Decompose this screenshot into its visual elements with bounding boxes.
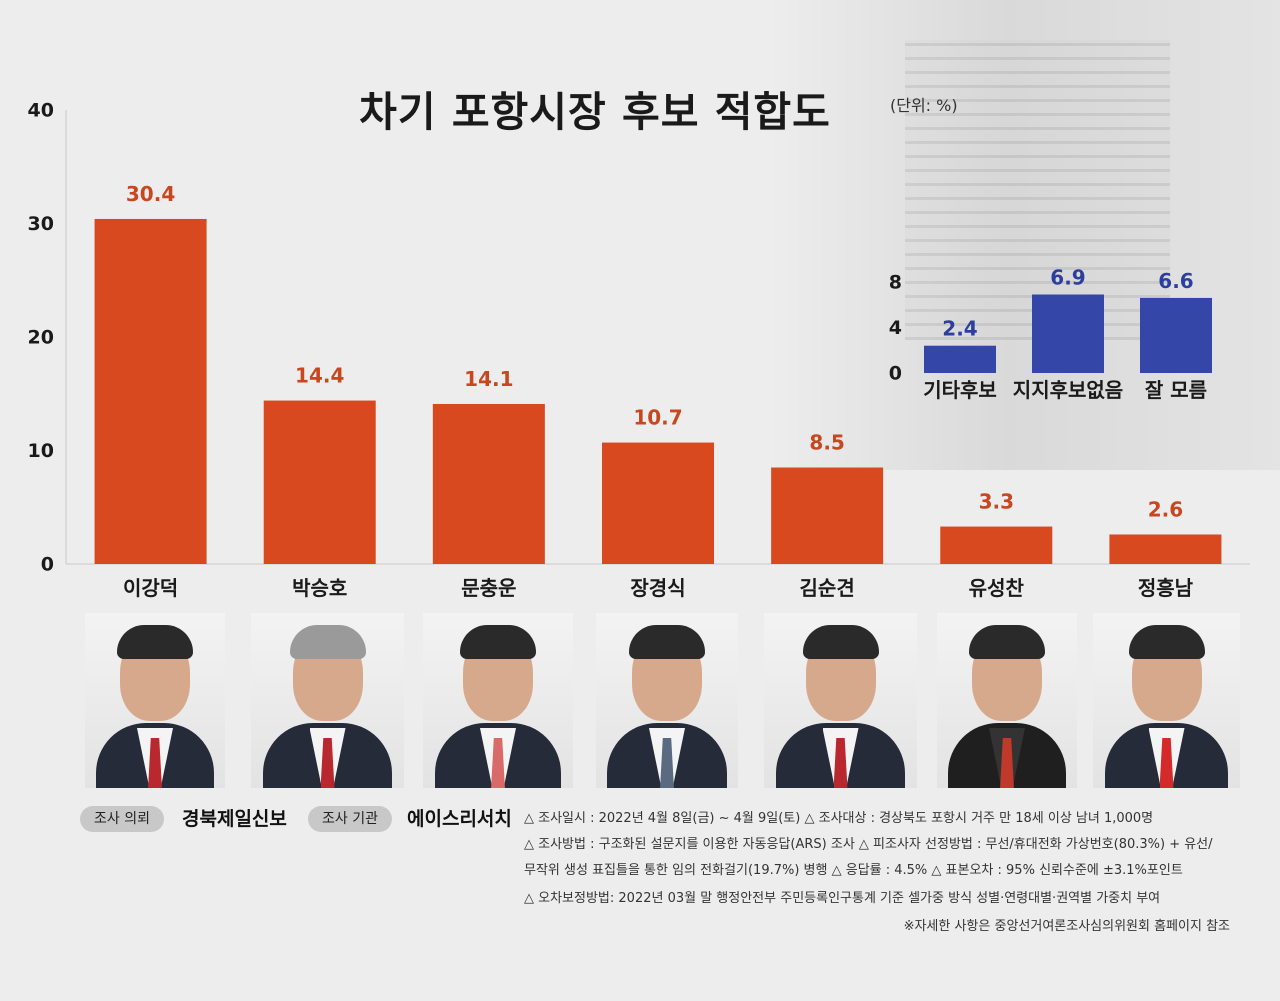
requester-label: 조사 의뢰: [80, 806, 164, 832]
inset-bar-chart: 0 4 8 2.4 기타후보 6.9 지지후보없음 6.6 잘 모름: [889, 266, 1212, 402]
agency-name: 에이스리서치: [407, 808, 512, 830]
candidate-photo-1: [85, 613, 225, 788]
main-bar-6: [1109, 534, 1222, 564]
main-bar-0: [94, 218, 207, 564]
candidate-photo-6: [937, 613, 1077, 788]
survey-note-3: 무작위 생성 표집틀을 통한 임의 전화걸기(19.7%) 병행 △ 응답률 :…: [524, 863, 1183, 878]
inset-bar-1: [1032, 294, 1104, 373]
survey-note-2: △ 조사방법 : 구조화된 설문지를 이용한 자동응답(ARS) 조사 △ 피조…: [524, 837, 1213, 852]
main-data-label-1: 14.4: [295, 364, 344, 388]
main-data-label-5: 3.3: [979, 490, 1014, 514]
main-y-tick-4: 40: [28, 100, 54, 122]
inset-data-label-2: 6.6: [1158, 269, 1193, 293]
city-hall-tower-image: [905, 40, 1170, 340]
inset-y-tick-1: 4: [889, 317, 902, 339]
requester-name: 경북제일신보: [182, 808, 287, 830]
main-bar-chart: 01020304030.4이강덕14.4박승호14.1문충운10.7장경식8.5…: [28, 100, 1250, 600]
main-data-label-0: 30.4: [126, 182, 175, 206]
candidate-photo-7: [1093, 613, 1240, 788]
main-category-0: 이강덕: [123, 576, 178, 600]
candidate-photo-3: [423, 613, 573, 788]
inset-y-tick-2: 8: [889, 272, 902, 294]
main-category-4: 김순견: [800, 576, 855, 600]
inset-data-label-1: 6.9: [1050, 266, 1085, 290]
survey-note-1: △ 조사일시 : 2022년 4월 8일(금) ~ 4월 9일(토) △ 조사대…: [524, 811, 1154, 826]
inset-category-2: 잘 모름: [1145, 378, 1207, 402]
main-bar-2: [432, 403, 545, 564]
inset-category-0: 기타후보: [923, 378, 997, 402]
main-y-tick-3: 30: [28, 213, 54, 235]
main-category-2: 문충운: [461, 576, 516, 600]
main-data-label-2: 14.1: [464, 367, 513, 391]
inset-bar-2: [1140, 297, 1212, 373]
main-y-tick-2: 20: [28, 327, 54, 349]
main-category-1: 박승호: [292, 576, 347, 600]
candidate-photo-4: [596, 613, 738, 788]
chart-title: 차기 포항시장 후보 적합도: [359, 88, 831, 136]
inset-data-label-0: 2.4: [942, 317, 977, 341]
main-bar-5: [940, 526, 1053, 564]
agency-label: 조사 기관: [308, 806, 392, 832]
main-data-label-4: 8.5: [809, 431, 844, 455]
inset-category-1: 지지후보없음: [1013, 378, 1123, 402]
main-bar-1: [263, 400, 376, 564]
unit-label: (단위: %): [890, 96, 958, 115]
main-data-label-3: 10.7: [633, 406, 682, 430]
main-bar-3: [602, 442, 714, 564]
main-y-tick-0: 0: [41, 554, 54, 576]
main-category-6: 정흥남: [1138, 576, 1194, 600]
city-hall-background: [600, 0, 1280, 470]
inset-bar-0: [924, 345, 996, 373]
main-category-3: 장경식: [630, 576, 685, 600]
candidate-photo-2: [251, 613, 404, 788]
main-data-label-6: 2.6: [1148, 497, 1183, 521]
candidate-photo-5: [764, 613, 917, 788]
main-bar-4: [771, 467, 884, 564]
survey-note-4: △ 오차보정방법: 2022년 03월 말 행정안전부 주민등록인구통계 기준 …: [524, 891, 1161, 906]
main-y-tick-1: 10: [28, 440, 54, 462]
reference-note: ※자세한 사항은 중앙선거여론조사심의위원회 홈페이지 참조: [903, 919, 1230, 934]
inset-y-tick-0: 0: [889, 363, 902, 385]
main-category-5: 유성찬: [969, 576, 1025, 600]
